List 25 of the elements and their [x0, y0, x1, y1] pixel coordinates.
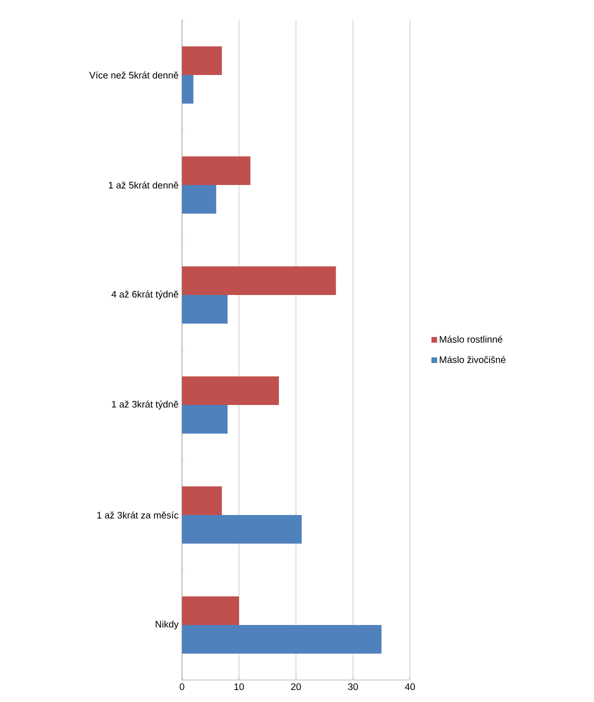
legend-label: Máslo rostlinné: [440, 336, 502, 343]
bar: [182, 596, 239, 625]
x-tick-label: 40: [404, 683, 415, 690]
x-tick-label: 20: [291, 683, 301, 690]
y-tick-label: Nikdy: [156, 620, 179, 630]
bar: [182, 156, 250, 185]
bar: [182, 75, 194, 104]
y-tick-label: 1 až 5krát denně: [108, 181, 178, 189]
bar: [182, 376, 279, 405]
x-tick-label: 10: [234, 683, 244, 690]
bar: [182, 295, 228, 324]
bar: [182, 486, 222, 515]
bar: [182, 515, 302, 544]
bar: [182, 625, 382, 654]
x-tick-label: 30: [348, 683, 358, 690]
bar: [182, 46, 222, 75]
legend-label: Máslo živočišné: [440, 356, 506, 364]
y-tick-label: 1 až 3krát za měsíc: [97, 511, 178, 519]
y-tick-label: Více než 5krát denně: [89, 71, 178, 79]
bar: [182, 405, 228, 434]
y-tick-label: 4 až 6krát týdně: [112, 290, 178, 300]
y-tick-label: 1 až 3krát týdně: [112, 400, 178, 410]
bar: [182, 266, 336, 295]
x-tick-label: 0: [180, 683, 184, 690]
bar: [182, 185, 216, 214]
